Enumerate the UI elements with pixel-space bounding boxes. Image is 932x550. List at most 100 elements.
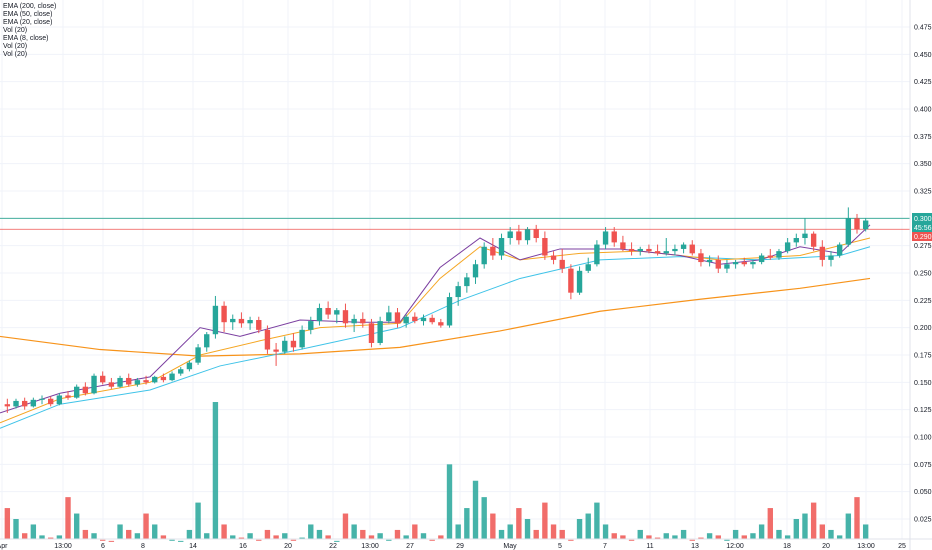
volume-bar	[65, 497, 71, 539]
candle-body	[542, 238, 548, 256]
volume-bar	[455, 524, 461, 539]
legend-vol[interactable]: Vol (20)	[3, 27, 28, 34]
candle-body	[100, 375, 106, 383]
legend-vol[interactable]: Vol (20)	[3, 51, 28, 58]
candle-body	[360, 318, 366, 324]
candle-body	[91, 375, 97, 394]
ema8-line	[0, 224, 871, 414]
candle	[464, 273, 470, 293]
volume-bar	[594, 502, 600, 539]
volume-bar	[542, 502, 548, 539]
volume-bar	[845, 513, 852, 539]
candle-body	[464, 277, 470, 287]
volume-bar	[21, 533, 28, 539]
volume-bar	[490, 513, 496, 539]
candle	[750, 259, 756, 269]
candle-body	[758, 255, 765, 263]
time-tick-label: 11	[646, 543, 653, 550]
volume-bar	[56, 535, 63, 539]
volume-bars	[4, 402, 869, 542]
price-tick-label: 0.375	[914, 134, 932, 141]
time-tick-label: 25	[898, 543, 906, 550]
candle-body	[507, 231, 513, 239]
price-tick-label: 0.050	[914, 489, 932, 496]
time-tick-label: 5	[558, 543, 562, 550]
volume-bar	[559, 529, 565, 539]
candle	[204, 332, 210, 352]
time-tick-label: 13	[691, 543, 699, 550]
candle-body	[351, 318, 357, 324]
volume-bar	[750, 533, 756, 539]
candle-body	[386, 312, 392, 322]
volume-bar	[230, 535, 236, 539]
legend-vol[interactable]: Vol (20)	[3, 43, 28, 50]
price-tick-label: 0.350	[914, 161, 932, 168]
candle-body	[169, 373, 175, 381]
price-tick-label: 0.425	[914, 79, 932, 86]
volume-bar	[464, 508, 470, 539]
candle-body	[412, 316, 418, 322]
candle-body	[559, 259, 565, 269]
candle	[377, 316, 383, 346]
countdown-tag-bg	[912, 223, 932, 232]
candle	[30, 397, 37, 408]
price-tick-label: 0.025	[914, 517, 932, 524]
price-tick-label: 0.250	[914, 271, 932, 278]
candle	[39, 395, 45, 405]
candle-body	[767, 255, 773, 258]
candle	[585, 257, 591, 273]
candle-body	[39, 398, 45, 400]
volume-bar	[758, 524, 765, 539]
line-price-tag-bg	[912, 232, 932, 241]
candle	[108, 377, 115, 389]
candle	[533, 224, 539, 243]
volume-bar	[360, 529, 366, 539]
candle-body	[663, 251, 669, 254]
candle-body	[117, 377, 123, 387]
candle-body	[74, 386, 80, 398]
volume-bar	[836, 535, 843, 539]
candle	[186, 360, 193, 372]
candle-body	[611, 231, 617, 243]
price-axis[interactable]: 0.475 0.450 0.425 0.400 0.375 0.350 0.325 0.300…	[914, 25, 932, 524]
legend-ema8[interactable]: EMA (8, close)	[3, 35, 49, 42]
volume-bar	[264, 529, 271, 539]
volume-bar	[178, 540, 184, 542]
candle-body	[862, 220, 869, 230]
price-tags: 0.300 45:56 0.290	[912, 213, 932, 241]
candle	[776, 248, 782, 260]
candle-body	[741, 262, 747, 265]
volume-bar	[420, 533, 427, 539]
volume-bar	[394, 529, 401, 539]
candle	[342, 303, 349, 328]
volume-bar	[212, 402, 219, 539]
legend-ema50[interactable]: EMA (50, close)	[3, 11, 53, 18]
candle	[810, 231, 817, 252]
legend-ema200[interactable]: EMA (200, close)	[3, 3, 57, 10]
candle	[802, 218, 808, 245]
time-tick-label: 13:00	[361, 543, 379, 550]
volume-bar	[100, 539, 106, 541]
volume-bar	[160, 535, 167, 539]
candle-body	[65, 395, 71, 398]
candle	[238, 312, 245, 328]
legend-ema20[interactable]: EMA (20, close)	[3, 19, 53, 26]
volume-bar	[308, 524, 314, 539]
time-axis[interactable]: Apr 13:00 6 8 14 16 20 22 13:00 27 29 May 5 7 11 13 12:0…	[0, 543, 906, 550]
time-tick-label: 29	[456, 543, 464, 550]
volume-bar	[334, 540, 340, 542]
candle-body	[602, 231, 609, 245]
volume-bar	[82, 529, 89, 539]
candle	[74, 384, 80, 399]
candle	[767, 248, 773, 260]
volume-bar	[152, 524, 158, 539]
volume-bar	[524, 519, 531, 539]
time-tick-label: 12:00	[726, 543, 744, 550]
candle	[100, 371, 106, 385]
volume-bar	[784, 535, 791, 539]
candle	[143, 375, 149, 385]
volume-bar	[481, 497, 487, 539]
time-tick-label: 18	[783, 543, 791, 550]
candle-body	[750, 262, 756, 265]
